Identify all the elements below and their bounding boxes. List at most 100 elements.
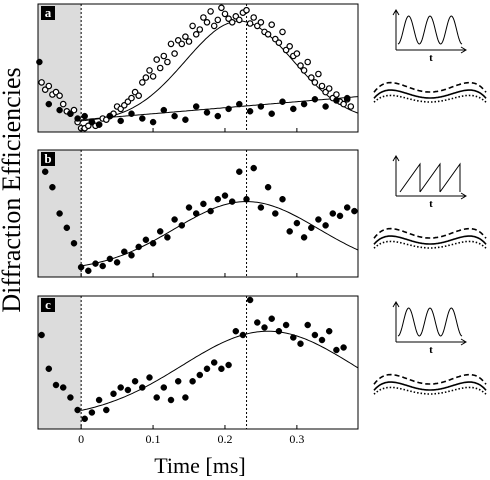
data-point <box>282 321 290 329</box>
data-point <box>246 20 254 27</box>
inset-arrow <box>392 9 400 16</box>
data-point <box>146 67 153 74</box>
data-point <box>167 396 175 404</box>
data-point <box>243 195 250 203</box>
x-tick-label: 0.3 <box>289 432 304 446</box>
data-point <box>210 22 218 30</box>
data-point <box>156 64 164 72</box>
data-point <box>315 70 322 78</box>
x-tick-label: 0.2 <box>217 432 232 446</box>
panel-label: a <box>45 5 52 20</box>
data-point <box>300 67 308 74</box>
data-point <box>329 210 337 217</box>
inset-waveform <box>397 15 463 45</box>
data-point <box>300 234 308 241</box>
data-point <box>146 374 153 381</box>
data-point <box>106 255 114 263</box>
data-point <box>106 112 114 120</box>
data-point <box>268 315 275 322</box>
data-point <box>228 198 236 205</box>
data-point <box>218 4 225 12</box>
data-point <box>103 406 110 414</box>
plot-frame <box>37 295 359 430</box>
inset-arrow <box>460 338 467 346</box>
fit-curve-0 <box>81 330 359 411</box>
data-point <box>88 118 96 126</box>
data-point <box>149 118 157 126</box>
data-point <box>333 91 340 98</box>
data-point <box>340 344 347 351</box>
data-point <box>325 85 333 92</box>
data-point <box>74 115 81 122</box>
data-point <box>121 248 128 255</box>
data-point <box>85 267 92 275</box>
data-point <box>279 98 286 105</box>
data-point <box>275 327 283 335</box>
data-point <box>279 195 286 203</box>
data-point <box>156 228 164 235</box>
data-point <box>74 406 81 414</box>
data-point <box>88 409 96 416</box>
data-point <box>160 384 168 391</box>
plot-frame <box>37 149 359 278</box>
data-point <box>272 210 279 217</box>
x-axis-label: Time [ms] <box>154 453 245 478</box>
data-point <box>153 56 161 63</box>
data-point <box>99 262 106 270</box>
data-point <box>135 243 142 251</box>
data-point <box>225 361 232 369</box>
data-point <box>214 112 222 120</box>
data-point <box>189 22 196 30</box>
data-point <box>110 390 117 398</box>
data-point <box>36 58 43 66</box>
data-point <box>264 30 272 38</box>
data-point <box>56 92 63 100</box>
data-point <box>343 204 351 211</box>
data-point <box>286 42 294 50</box>
data-point <box>171 216 178 223</box>
data-point <box>290 105 297 113</box>
data-point <box>81 415 88 423</box>
data-point <box>185 204 193 211</box>
x-tick-label: 0.1 <box>146 432 161 446</box>
data-point <box>171 50 178 57</box>
data-point <box>232 327 240 335</box>
inset-arrow <box>392 155 400 162</box>
data-point <box>200 200 207 208</box>
data-point <box>293 50 301 57</box>
data-point <box>311 331 319 339</box>
data-point <box>311 96 319 103</box>
data-point <box>307 74 315 81</box>
inset-arrow <box>460 46 467 54</box>
data-point <box>275 39 283 47</box>
potential-solid <box>373 235 487 245</box>
data-point <box>128 252 135 259</box>
x-tick-label: 0 <box>78 432 84 446</box>
data-point <box>210 359 218 366</box>
panel-b: b <box>37 149 359 278</box>
data-point <box>49 183 56 191</box>
data-point <box>164 234 171 241</box>
data-point <box>153 394 160 401</box>
data-point <box>160 52 168 60</box>
data-point <box>178 222 186 229</box>
data-point <box>142 236 150 244</box>
data-point <box>236 100 243 108</box>
data-point <box>52 381 60 389</box>
data-point <box>264 183 272 191</box>
data-point <box>174 378 182 385</box>
data-point <box>236 168 243 175</box>
fit-curve-1 <box>81 96 359 121</box>
data-point <box>207 207 214 215</box>
data-point <box>254 319 261 326</box>
data-point <box>128 110 135 117</box>
data-point <box>192 210 200 217</box>
data-point <box>318 82 326 90</box>
panel-a: a <box>36 3 359 133</box>
data-point <box>139 115 146 122</box>
data-point <box>45 365 53 373</box>
data-point <box>142 74 150 81</box>
data-point <box>221 192 229 199</box>
data-point <box>239 331 247 339</box>
